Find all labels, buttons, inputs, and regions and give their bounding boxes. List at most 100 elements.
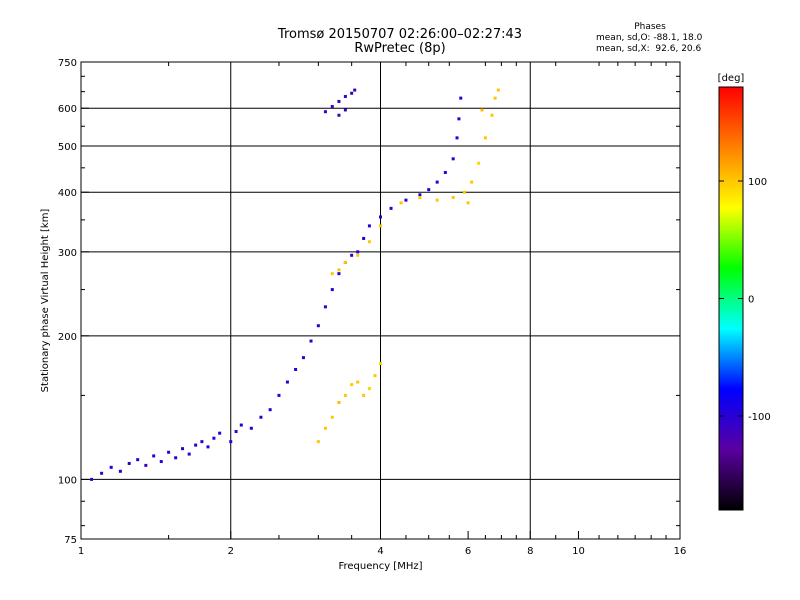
y-tick-label: 600 — [58, 104, 77, 115]
data-point — [330, 288, 334, 292]
y-tick-label: 75 — [64, 535, 77, 546]
data-point — [174, 456, 178, 460]
data-point — [480, 108, 484, 112]
data-point — [294, 367, 298, 371]
data-point — [337, 113, 341, 117]
data-point — [379, 215, 382, 219]
data-point — [194, 443, 198, 447]
data-point — [200, 440, 204, 444]
data-point — [249, 426, 253, 430]
data-point — [316, 324, 320, 328]
data-point — [496, 88, 500, 92]
data-point — [277, 393, 281, 397]
data-point — [350, 91, 354, 95]
data-point — [337, 268, 341, 272]
data-point — [167, 450, 171, 454]
data-point — [337, 400, 341, 404]
data-point — [259, 415, 263, 419]
data-point — [451, 195, 455, 199]
x-tick-label: 4 — [377, 546, 383, 557]
y-tick-label: 300 — [58, 248, 77, 259]
data-point — [127, 461, 131, 465]
phase-stats-o: mean, sd,O: -88.1, 18.0 — [596, 33, 703, 43]
data-point — [309, 339, 313, 343]
x-tick-label: 6 — [465, 546, 471, 557]
data-point — [285, 380, 289, 384]
data-point — [343, 108, 347, 112]
y-tick-label: 100 — [58, 475, 77, 486]
data-points — [90, 88, 500, 481]
data-point — [470, 180, 474, 184]
data-point — [343, 393, 347, 397]
grid-lines — [81, 62, 680, 539]
data-point — [356, 380, 360, 384]
data-point — [330, 105, 334, 109]
data-point — [367, 387, 371, 391]
x-tick-label: 1 — [78, 546, 84, 557]
data-point — [373, 374, 377, 378]
data-point — [367, 224, 371, 228]
data-point — [356, 253, 360, 257]
data-point — [212, 436, 216, 440]
data-point — [229, 440, 233, 444]
data-point — [323, 305, 327, 309]
x-axis-label: Frequency [MHz] — [338, 561, 422, 572]
data-point — [218, 431, 222, 435]
data-point — [435, 180, 439, 184]
data-point — [316, 440, 320, 444]
data-point — [100, 471, 104, 475]
data-point — [418, 193, 422, 197]
y-tick-label: 200 — [58, 332, 77, 343]
data-point — [490, 113, 494, 117]
data-point — [362, 393, 366, 397]
data-point — [455, 136, 459, 140]
data-point — [477, 161, 481, 165]
data-point — [418, 195, 422, 199]
y-axis-label: Stationary phase Virtual Height [km] — [40, 209, 51, 393]
colorbar-tick-label: -100 — [748, 412, 771, 423]
y-tick-label: 750 — [58, 58, 77, 69]
data-point — [459, 96, 463, 100]
data-point — [379, 224, 382, 228]
data-point — [109, 465, 113, 469]
data-point — [451, 157, 455, 161]
x-tick-label: 2 — [228, 546, 234, 557]
x-tick-label: 16 — [674, 546, 687, 557]
data-point — [301, 356, 305, 360]
x-tick-label: 8 — [527, 546, 533, 557]
phase-stats-x: mean, sd,X: 92.6, 20.6 — [596, 44, 702, 54]
data-point — [427, 188, 431, 192]
data-point — [337, 99, 341, 103]
y-tick-label: 400 — [58, 188, 77, 199]
data-point — [239, 423, 243, 427]
data-point — [389, 206, 393, 210]
colorbar-tick-label: 0 — [748, 295, 754, 306]
data-point — [379, 361, 382, 365]
colorbar-label: [deg] — [718, 73, 745, 84]
data-point — [136, 458, 140, 462]
data-point — [268, 408, 272, 412]
data-point — [118, 469, 122, 473]
data-point — [159, 460, 163, 464]
x-tick-label: 10 — [572, 546, 585, 557]
y-tick-label: 500 — [58, 142, 77, 153]
data-point — [206, 445, 210, 449]
chart-title: Tromsø 20150707 02:26:00–02:27:43 — [277, 27, 523, 42]
axes: 1 2 4 6 8 10 16 75 100 200 300 400 500 600 750 — [58, 58, 686, 557]
data-point — [350, 253, 354, 257]
colorbar-tick-label: 100 — [748, 177, 767, 188]
data-point — [234, 430, 238, 434]
data-point — [435, 198, 439, 202]
data-point — [90, 477, 94, 481]
data-point — [356, 250, 360, 254]
data-point — [343, 94, 347, 98]
phase-colorbar: [deg] 100 0 -100 — [718, 73, 771, 511]
data-point — [330, 272, 334, 276]
data-point — [343, 260, 347, 264]
data-point — [399, 201, 403, 205]
data-point — [144, 463, 148, 467]
phase-stats-box: Phases mean, sd,O: -88.1, 18.0 mean, sd,… — [596, 22, 704, 55]
data-point — [353, 88, 357, 92]
data-point — [337, 272, 341, 276]
data-point — [323, 426, 327, 430]
